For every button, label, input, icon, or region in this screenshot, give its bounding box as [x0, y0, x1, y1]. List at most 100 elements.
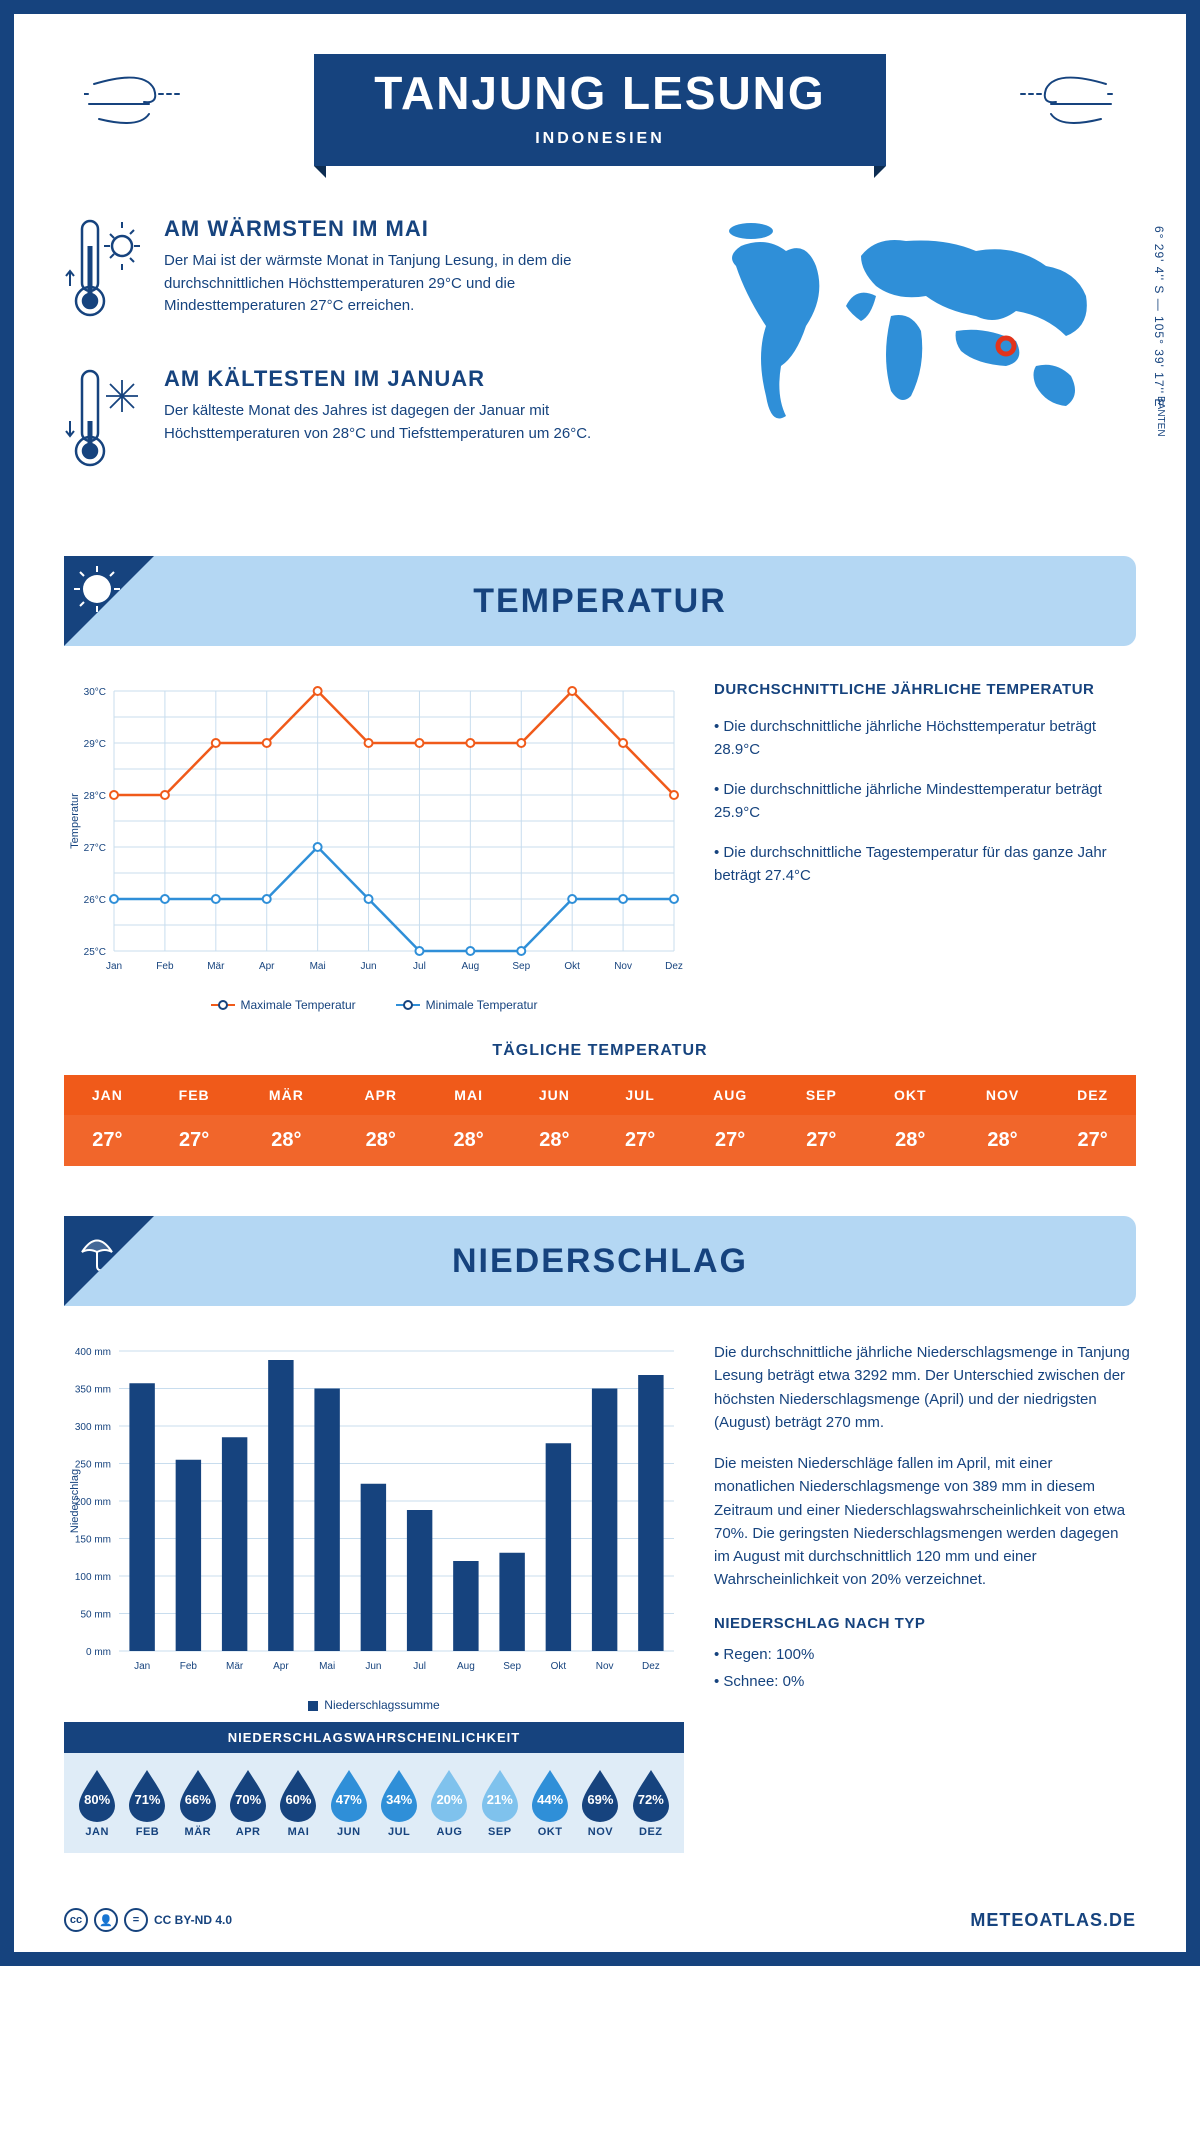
probability-drop: 44%OKT: [528, 1768, 572, 1838]
table-header: NOV: [956, 1075, 1049, 1115]
svg-text:250 mm: 250 mm: [75, 1460, 111, 1471]
table-header: FEB: [151, 1075, 238, 1115]
temperature-line-chart: 25°C26°C27°C28°C29°C30°CJanFebMärAprMaiJ…: [64, 681, 684, 981]
svg-text:Feb: Feb: [180, 1661, 198, 1672]
svg-text:Okt: Okt: [551, 1661, 567, 1672]
svg-text:Aug: Aug: [461, 961, 479, 972]
svg-text:Jul: Jul: [413, 961, 426, 972]
svg-text:Nov: Nov: [614, 961, 632, 972]
precip-type: • Regen: 100%: [714, 1643, 1136, 1666]
svg-text:29°C: 29°C: [84, 739, 106, 750]
table-cell: 27°: [598, 1115, 683, 1166]
precip-type: • Schnee: 0%: [714, 1670, 1136, 1693]
legend-min: Minimale Temperatur: [426, 998, 538, 1012]
license: cc👤= CC BY-ND 4.0: [64, 1908, 232, 1932]
temp-info-title: DURCHSCHNITTLICHE JÄHRLICHE TEMPERATUR: [714, 681, 1136, 698]
sun-icon: [72, 564, 122, 614]
svg-text:150 mm: 150 mm: [75, 1535, 111, 1546]
svg-text:Temperatur: Temperatur: [69, 793, 81, 849]
svg-text:Jun: Jun: [360, 961, 376, 972]
svg-text:Dez: Dez: [665, 961, 683, 972]
precip-text: Die durchschnittliche jährliche Niedersc…: [714, 1341, 1136, 1434]
svg-text:50 mm: 50 mm: [80, 1610, 111, 1621]
svg-text:Apr: Apr: [273, 1661, 289, 1672]
svg-text:27°C: 27°C: [84, 843, 106, 854]
section-title: NIEDERSCHLAG: [452, 1242, 748, 1281]
table-cell: 28°: [511, 1115, 598, 1166]
svg-text:100 mm: 100 mm: [75, 1572, 111, 1583]
world-map: [696, 216, 1136, 446]
temperature-banner: TEMPERATUR: [64, 556, 1136, 646]
probability-drop: 60%MAI: [276, 1768, 320, 1838]
thermometer-cold-icon: [64, 366, 144, 481]
table-header: MÄR: [238, 1075, 336, 1115]
legend-max: Maximale Temperatur: [241, 998, 356, 1012]
svg-text:Jan: Jan: [134, 1661, 150, 1672]
svg-text:Mai: Mai: [319, 1661, 335, 1672]
daily-temp-title: TÄGLICHE TEMPERATUR: [64, 1042, 1136, 1060]
svg-text:Apr: Apr: [259, 961, 275, 972]
table-header: OKT: [865, 1075, 956, 1115]
coordinates: 6° 29' 4'' S — 105° 39' 17'' E: [1152, 226, 1166, 407]
table-header: MAI: [426, 1075, 511, 1115]
svg-text:28°C: 28°C: [84, 791, 106, 802]
table-cell: 27°: [1049, 1115, 1136, 1166]
table-header: JAN: [64, 1075, 151, 1115]
probability-drop: 34%JUL: [377, 1768, 421, 1838]
warm-title: AM WÄRMSTEN IM MAI: [164, 216, 656, 242]
svg-text:400 mm: 400 mm: [75, 1347, 111, 1358]
precipitation-bar-chart: 0 mm50 mm100 mm150 mm200 mm250 mm300 mm3…: [64, 1341, 684, 1681]
svg-text:0 mm: 0 mm: [86, 1647, 111, 1658]
table-cell: 27°: [64, 1115, 151, 1166]
temp-bullet: • Die durchschnittliche jährliche Höchst…: [714, 716, 1136, 761]
svg-text:Okt: Okt: [564, 961, 580, 972]
cold-text: Der kälteste Monat des Jahres ist dagege…: [164, 400, 656, 445]
svg-text:Dez: Dez: [642, 1661, 660, 1672]
svg-text:Jul: Jul: [413, 1661, 426, 1672]
table-header: DEZ: [1049, 1075, 1136, 1115]
svg-text:Sep: Sep: [512, 961, 530, 972]
table-cell: 28°: [426, 1115, 511, 1166]
warm-text: Der Mai ist der wärmste Monat in Tanjung…: [164, 250, 656, 318]
table-cell: 28°: [956, 1115, 1049, 1166]
wind-icon: [1006, 64, 1116, 139]
svg-text:350 mm: 350 mm: [75, 1385, 111, 1396]
cold-title: AM KÄLTESTEN IM JANUAR: [164, 366, 656, 392]
temp-bullet: • Die durchschnittliche Tagestemperatur …: [714, 842, 1136, 887]
table-cell: 28°: [335, 1115, 426, 1166]
table-cell: 27°: [151, 1115, 238, 1166]
probability-drop: 72%DEZ: [629, 1768, 673, 1838]
probability-drop: 69%NOV: [578, 1768, 622, 1838]
svg-text:Jan: Jan: [106, 961, 122, 972]
table-header: SEP: [778, 1075, 865, 1115]
legend-precip: Niederschlagssumme: [324, 1698, 439, 1712]
table-header: JUL: [598, 1075, 683, 1115]
svg-text:25°C: 25°C: [84, 947, 106, 958]
svg-text:Mär: Mär: [226, 1661, 244, 1672]
probability-drop: 21%SEP: [478, 1768, 522, 1838]
precip-text: Die meisten Niederschläge fallen im Apri…: [714, 1452, 1136, 1592]
table-cell: 27°: [682, 1115, 778, 1166]
svg-text:Jun: Jun: [365, 1661, 381, 1672]
page-subtitle: INDONESIEN: [374, 130, 825, 148]
precipitation-banner: NIEDERSCHLAG: [64, 1216, 1136, 1306]
svg-text:Mai: Mai: [310, 961, 326, 972]
region-label: BANTEN: [1155, 396, 1166, 437]
svg-text:Mär: Mär: [207, 961, 225, 972]
probability-drop: 70%APR: [226, 1768, 270, 1838]
table-header: JUN: [511, 1075, 598, 1115]
probability-drop: 71%FEB: [125, 1768, 169, 1838]
svg-text:Nov: Nov: [596, 1661, 614, 1672]
probability-drop: 66%MÄR: [176, 1768, 220, 1838]
svg-text:Sep: Sep: [503, 1661, 521, 1672]
svg-text:30°C: 30°C: [84, 687, 106, 698]
probability-title: NIEDERSCHLAGSWAHRSCHEINLICHKEIT: [64, 1722, 684, 1753]
section-title: TEMPERATUR: [473, 582, 727, 621]
probability-drops: 80%JAN71%FEB66%MÄR70%APR60%MAI47%JUN34%J…: [64, 1753, 684, 1853]
probability-drop: 20%AUG: [427, 1768, 471, 1838]
svg-text:Niederschlag: Niederschlag: [69, 1469, 81, 1533]
probability-drop: 47%JUN: [327, 1768, 371, 1838]
table-header: APR: [335, 1075, 426, 1115]
brand-label: METEOATLAS.DE: [970, 1910, 1136, 1931]
table-cell: 28°: [238, 1115, 336, 1166]
